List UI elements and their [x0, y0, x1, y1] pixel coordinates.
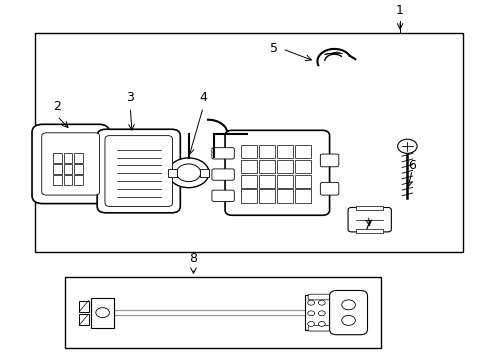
FancyBboxPatch shape — [211, 169, 234, 180]
FancyBboxPatch shape — [32, 124, 109, 204]
FancyBboxPatch shape — [307, 325, 331, 331]
Bar — [294, 175, 310, 188]
Bar — [241, 189, 257, 203]
Bar — [294, 189, 310, 203]
Bar — [53, 175, 62, 185]
Bar — [74, 175, 82, 185]
FancyBboxPatch shape — [211, 148, 234, 159]
Bar — [200, 168, 208, 177]
Text: 5: 5 — [269, 42, 277, 55]
Circle shape — [307, 300, 314, 305]
Bar — [277, 189, 292, 203]
Circle shape — [168, 158, 208, 188]
Bar — [259, 189, 275, 203]
Circle shape — [307, 311, 314, 316]
FancyBboxPatch shape — [105, 136, 172, 206]
Bar — [277, 175, 292, 188]
Circle shape — [318, 311, 325, 316]
Circle shape — [307, 321, 314, 327]
Bar — [241, 145, 257, 158]
Circle shape — [176, 164, 201, 182]
FancyBboxPatch shape — [320, 154, 338, 167]
Bar — [74, 153, 82, 162]
Circle shape — [341, 315, 355, 325]
Bar — [79, 314, 88, 325]
Text: 4: 4 — [199, 91, 207, 104]
Text: 7: 7 — [364, 219, 372, 232]
Text: 3: 3 — [126, 91, 134, 104]
Bar — [277, 145, 292, 158]
Bar — [63, 153, 72, 162]
Bar — [356, 206, 382, 210]
Bar — [241, 175, 257, 188]
FancyBboxPatch shape — [41, 133, 100, 195]
FancyBboxPatch shape — [224, 130, 329, 215]
Bar — [241, 160, 257, 173]
Bar — [74, 164, 82, 174]
Circle shape — [397, 139, 416, 153]
Circle shape — [341, 300, 355, 310]
FancyBboxPatch shape — [97, 129, 180, 213]
FancyBboxPatch shape — [211, 190, 234, 202]
Bar — [64, 277, 380, 348]
Bar — [294, 145, 310, 158]
Circle shape — [318, 321, 325, 327]
Text: 1: 1 — [395, 4, 403, 17]
Text: 8: 8 — [189, 252, 197, 265]
Bar — [91, 298, 114, 328]
FancyBboxPatch shape — [307, 294, 331, 300]
Bar — [168, 168, 177, 177]
Bar — [63, 175, 72, 185]
Bar — [305, 295, 334, 330]
Bar — [53, 153, 62, 162]
Bar — [63, 164, 72, 174]
Bar — [259, 160, 275, 173]
Bar — [356, 229, 382, 233]
Bar — [259, 175, 275, 188]
Bar — [294, 160, 310, 173]
FancyBboxPatch shape — [320, 183, 338, 195]
Circle shape — [318, 300, 325, 305]
Bar — [259, 145, 275, 158]
Text: 2: 2 — [53, 100, 61, 113]
Bar — [35, 33, 462, 252]
Bar — [277, 160, 292, 173]
FancyBboxPatch shape — [329, 291, 367, 335]
Circle shape — [96, 308, 109, 318]
Bar — [53, 164, 62, 174]
Text: 6: 6 — [407, 159, 415, 172]
Bar — [79, 301, 88, 312]
FancyBboxPatch shape — [347, 207, 390, 232]
